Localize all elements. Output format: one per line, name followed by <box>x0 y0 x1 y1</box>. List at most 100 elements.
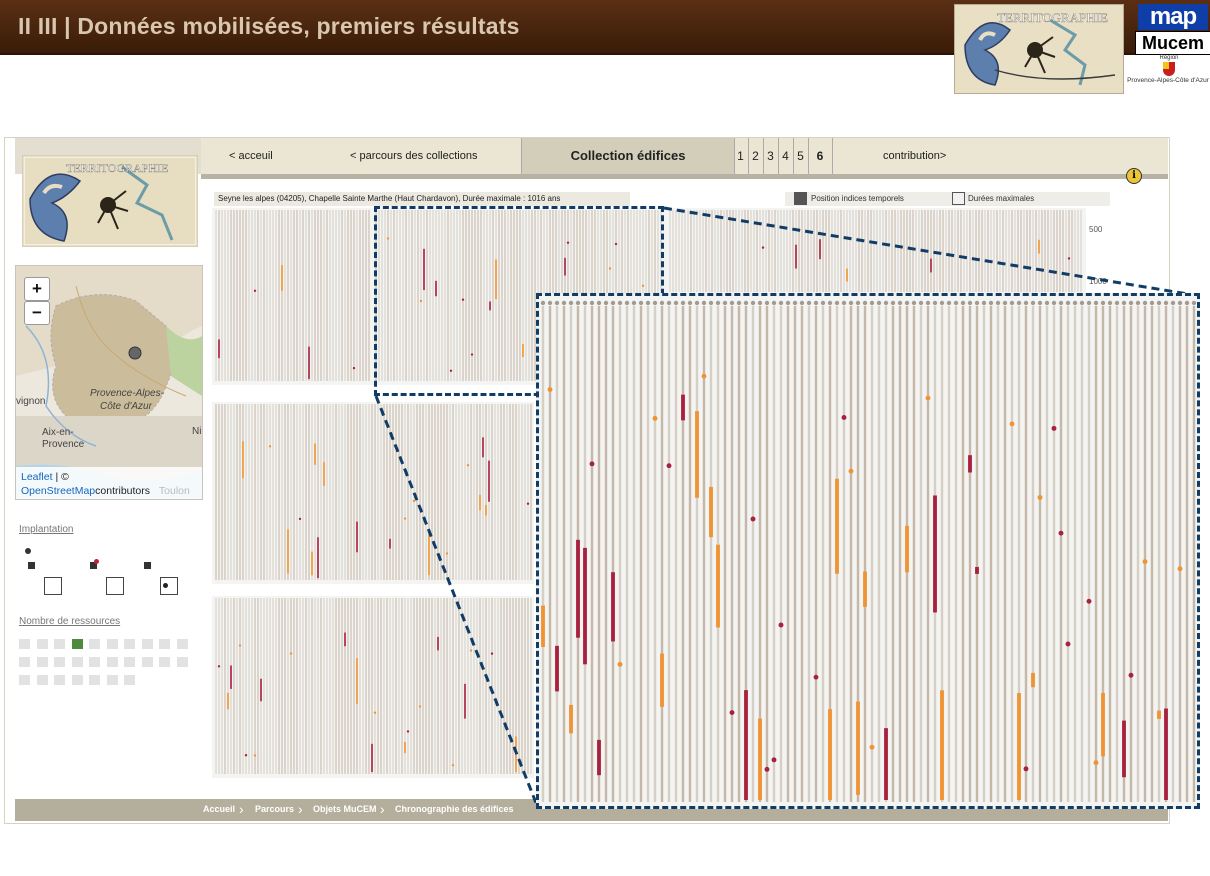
resource-count-cell[interactable] <box>89 657 100 667</box>
page-link-3[interactable]: 3 <box>763 138 779 174</box>
position-dot <box>412 499 416 503</box>
timeline-top-dot <box>904 300 910 306</box>
resource-count-cell[interactable] <box>54 657 65 667</box>
resource-count-cell[interactable] <box>36 657 48 667</box>
region-shield-icon <box>1163 62 1175 76</box>
resource-count-cell[interactable] <box>106 657 118 667</box>
timeline-top-dot <box>561 300 567 306</box>
resource-count-cell[interactable] <box>71 675 83 685</box>
position-dot <box>451 764 455 767</box>
timeline-top-dot <box>1100 300 1106 306</box>
timeline-top-dot <box>750 300 756 306</box>
resource-count-cell[interactable] <box>71 639 83 649</box>
map-zoom-out-button[interactable]: − <box>24 301 50 325</box>
timeline-top-dot <box>897 300 903 306</box>
resource-count-cell[interactable] <box>89 675 100 685</box>
implantation-checkbox-2[interactable] <box>106 577 124 595</box>
timeline-top-dot <box>925 300 931 306</box>
breadcrumb-objets[interactable]: Objets MuCEM <box>313 804 377 814</box>
implantation-checkbox-3[interactable] <box>160 577 178 595</box>
position-dot <box>1058 530 1064 536</box>
resource-count-cell[interactable] <box>141 657 153 667</box>
page-link-6-active[interactable]: 6 <box>808 138 833 174</box>
position-dot <box>490 652 494 655</box>
openstreetmap-link[interactable]: OpenStreetMap <box>21 485 96 497</box>
timeline-top-dot <box>680 300 686 306</box>
resource-count-cell[interactable] <box>19 675 30 685</box>
axis-tick-1000: 1000 <box>1089 277 1107 286</box>
timeline-top-dot <box>547 300 553 306</box>
resource-count-cell[interactable] <box>36 675 48 685</box>
page-link-2[interactable]: 2 <box>748 138 764 174</box>
breadcrumb-chronographie[interactable]: Chronographie des édifices <box>395 804 514 814</box>
region-map[interactable]: + − Provence-Alpes- Côte d'Azur vignon A… <box>15 265 203 500</box>
page-link-4[interactable]: 4 <box>778 138 794 174</box>
resource-count-cell[interactable] <box>176 657 188 667</box>
implantation-checkbox-1[interactable] <box>44 577 62 595</box>
map-zoom-in-button[interactable]: + <box>24 277 50 301</box>
nav-collections-link[interactable]: < parcours des collections <box>350 150 478 162</box>
resource-count-cell[interactable] <box>159 639 170 649</box>
resource-count-cell[interactable] <box>159 657 170 667</box>
map-location-marker[interactable] <box>128 346 142 360</box>
duration-bar <box>744 690 748 800</box>
resource-count-cell[interactable] <box>106 639 118 649</box>
page-link-1[interactable]: 1 <box>733 138 749 174</box>
position-dot <box>641 284 645 288</box>
resource-count-cell[interactable] <box>106 675 118 685</box>
duration-bar <box>555 645 559 692</box>
timeline-top-dot <box>1093 300 1099 306</box>
attribution-tail: contributors <box>95 485 150 497</box>
tab-collection-edifices[interactable]: Collection édifices <box>521 138 735 174</box>
duration-bar <box>884 728 888 800</box>
resource-count-cell[interactable] <box>54 675 65 685</box>
timeline-top-dot <box>1079 300 1085 306</box>
timeline-top-dot <box>932 300 938 306</box>
timeline-top-dot <box>722 300 728 306</box>
breadcrumb-chevron-icon: › <box>239 801 244 817</box>
duration-bar <box>564 257 566 276</box>
app-territographie-logo[interactable]: TERRITOGRAPHIE <box>22 155 198 247</box>
resource-count-cell[interactable] <box>19 657 30 667</box>
timeline-top-dot <box>596 300 602 306</box>
timeline-top-dot <box>729 300 735 306</box>
info-icon[interactable]: i <box>1126 168 1142 184</box>
duration-bar <box>260 678 262 702</box>
nav-contribution-link[interactable]: contribution> <box>883 150 947 162</box>
timeline-top-dot <box>1163 300 1169 306</box>
breadcrumb-home[interactable]: Accueil <box>203 804 236 814</box>
duration-bar <box>940 690 944 800</box>
resource-count-cell[interactable] <box>54 639 65 649</box>
resource-count-cell[interactable] <box>124 657 135 667</box>
chart-panel-bottom <box>212 596 534 778</box>
implantation-red-dot-icon <box>94 559 99 564</box>
page-link-5[interactable]: 5 <box>793 138 809 174</box>
implantation-point-icon <box>25 548 31 554</box>
resource-count-cell[interactable] <box>124 675 135 685</box>
duration-bar <box>428 532 430 576</box>
map-label-avignon: vignon <box>16 396 46 407</box>
nav-home-link[interactable]: < acceuil <box>229 150 273 162</box>
resource-count-cell[interactable] <box>36 639 48 649</box>
resource-count-cell[interactable] <box>141 639 153 649</box>
timeline-top-dot <box>575 300 581 306</box>
duration-bar <box>846 268 848 282</box>
timeline-top-dot <box>701 300 707 306</box>
leaflet-link[interactable]: Leaflet <box>21 471 53 483</box>
resource-count-cell[interactable] <box>19 639 30 649</box>
resource-count-cell[interactable] <box>89 639 100 649</box>
duration-bar <box>1164 708 1168 800</box>
position-dot <box>1128 672 1134 678</box>
duration-bar <box>281 265 283 291</box>
resource-count-cell[interactable] <box>176 639 188 649</box>
duration-bar <box>709 486 713 538</box>
timeline-top-dot <box>820 300 826 306</box>
resource-count-cell[interactable] <box>124 639 135 649</box>
breadcrumb-parcours[interactable]: Parcours <box>255 804 295 814</box>
duration-bar <box>930 258 932 273</box>
position-dot <box>253 754 257 757</box>
timeline-top-dot <box>1170 300 1176 306</box>
resource-count-cell[interactable] <box>71 657 83 667</box>
timeline-top-dot <box>666 300 672 306</box>
duration-bar <box>488 460 490 502</box>
